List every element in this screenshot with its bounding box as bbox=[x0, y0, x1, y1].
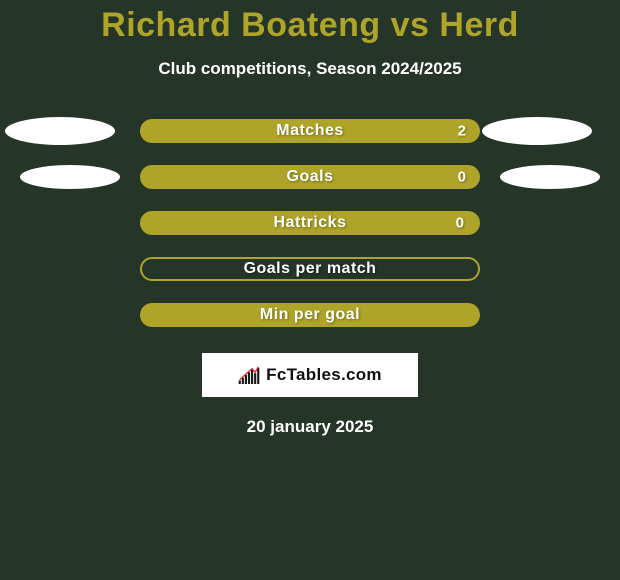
stat-label: Goals per match bbox=[244, 260, 377, 278]
side-ellipse-right-row1 bbox=[500, 165, 600, 189]
stat-value: 0 bbox=[458, 169, 466, 186]
stat-row-min-per-goal: Min per goal bbox=[140, 303, 480, 327]
page-subtitle: Club competitions, Season 2024/2025 bbox=[0, 59, 620, 79]
side-ellipse-right-row0 bbox=[482, 117, 592, 145]
stat-rows: Matches 2 Goals 0 Hattricks 0 Goals per … bbox=[0, 119, 620, 327]
stat-row-matches: Matches 2 bbox=[140, 119, 480, 143]
stat-value: 0 bbox=[456, 215, 464, 232]
stat-value: 2 bbox=[458, 123, 466, 140]
side-ellipse-left-row1 bbox=[20, 165, 120, 189]
side-ellipse-left-row0 bbox=[5, 117, 115, 145]
barchart-icon bbox=[238, 366, 260, 384]
stat-label: Min per goal bbox=[260, 306, 360, 324]
stat-label: Goals bbox=[287, 168, 334, 186]
stat-label: Matches bbox=[276, 122, 344, 140]
stat-row-goals-per-match: Goals per match bbox=[140, 257, 480, 281]
logo-box: FcTables.com bbox=[202, 353, 418, 397]
logo-text: FcTables.com bbox=[266, 365, 382, 385]
comparison-infographic: Richard Boateng vs Herd Club competition… bbox=[0, 0, 620, 580]
stat-row-hattricks: Hattricks 0 bbox=[140, 211, 480, 235]
stat-label: Hattricks bbox=[274, 214, 347, 232]
page-title: Richard Boateng vs Herd bbox=[0, 0, 620, 45]
date-label: 20 january 2025 bbox=[0, 417, 620, 437]
stat-row-goals: Goals 0 bbox=[140, 165, 480, 189]
